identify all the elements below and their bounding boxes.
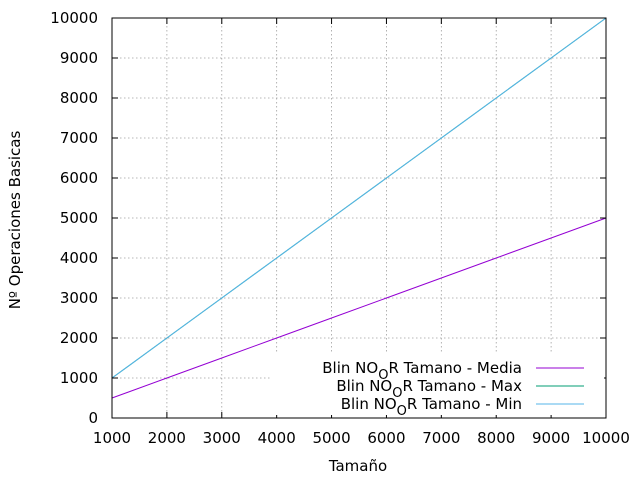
y-tick-label: 6000 (60, 169, 98, 187)
y-tick-label: 10000 (50, 9, 98, 27)
x-tick-label: 5000 (312, 429, 350, 447)
series-line (111, 17, 607, 379)
x-tick-label: 4000 (258, 429, 296, 447)
legend-background (270, 353, 604, 415)
y-tick-labels: 0 1000 2000 3000 4000 5000 6000 7000 8000 9000 100… (50, 9, 98, 427)
y-tick-label: 0 (88, 409, 98, 427)
x-tick-label: 2000 (148, 429, 186, 447)
x-tick-label: 1000 (93, 429, 131, 447)
x-tick-label: 8000 (477, 429, 515, 447)
y-tick-label: 9000 (60, 49, 98, 67)
series-layer (111, 17, 607, 399)
y-tick-label: 3000 (60, 289, 98, 307)
x-tick-label: 6000 (367, 429, 405, 447)
x-tick-label: 10000 (582, 429, 630, 447)
y-tick-label: 7000 (60, 129, 98, 147)
y-tick-label: 5000 (60, 209, 98, 227)
series-line (111, 217, 607, 399)
x-tick-label: 7000 (422, 429, 460, 447)
legend-label: Blin NOOR Tamano - Media (322, 359, 522, 383)
y-tick-label: 2000 (60, 329, 98, 347)
ticks (111, 17, 607, 419)
legend-label: Blin NOOR Tamano - Max (336, 377, 522, 401)
x-tick-label: 9000 (532, 429, 570, 447)
x-axis-title: Tamaño (328, 457, 387, 475)
x-tick-labels: 1000 2000 3000 4000 5000 6000 7000 8000 9000 1000… (93, 429, 630, 447)
x-tick-label: 3000 (203, 429, 241, 447)
y-tick-label: 1000 (60, 369, 98, 387)
y-tick-label: 8000 (60, 89, 98, 107)
y-axis-title: Nº Operaciones Basicas (6, 131, 24, 310)
legend-label: Blin NOOR Tamano - Min (341, 395, 522, 419)
y-tick-label: 4000 (60, 249, 98, 267)
